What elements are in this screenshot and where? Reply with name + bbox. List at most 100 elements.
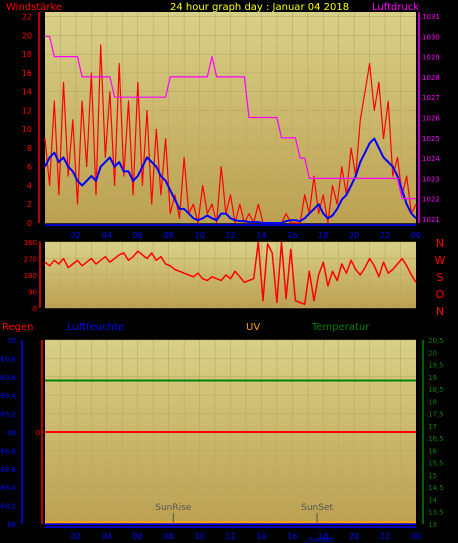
x-tick-label: 14 xyxy=(256,231,266,240)
y-right-tick-label: 1025 xyxy=(422,135,440,143)
x-tick-label: 20 xyxy=(349,231,359,240)
x-tick-label: 10 xyxy=(194,231,204,240)
x-tick-label: 18 xyxy=(318,231,328,240)
x-tick-label: 06 xyxy=(133,231,143,240)
x-tick-label: 02 xyxy=(71,231,81,240)
wind-direction-axes: 0 90 180 270 360 xyxy=(24,239,41,313)
y-left-tick-label: 70 xyxy=(7,337,16,345)
y-right-tick-label: 13,5 xyxy=(428,509,444,517)
y-left-tick-label: 16 xyxy=(22,69,32,78)
x-tick-label: 20 xyxy=(349,532,359,541)
y-left-tick-label: 69,8 xyxy=(0,355,16,363)
x-tick-label: 12 xyxy=(225,231,235,240)
pressure-legend-label: Luftdruck xyxy=(372,2,419,13)
y-right-tick-label: 20 xyxy=(428,349,437,357)
x-tick-label: 02 xyxy=(71,532,81,541)
y-left-tick-label: 4 xyxy=(27,181,32,190)
y-left-tick-label: 12 xyxy=(22,106,32,115)
x-tick-label: 00 xyxy=(411,532,421,541)
y-left-tick-label: 6 xyxy=(27,163,32,172)
compass-label: W xyxy=(435,254,446,267)
y-left-tick-label: 270 xyxy=(24,256,37,264)
y-right-tick-label: 19,5 xyxy=(428,362,444,370)
y-left-tick-label: 69 xyxy=(7,429,16,437)
y-right-tick-label: 19 xyxy=(428,374,437,382)
y-right-tick-label: 14,5 xyxy=(428,484,444,492)
x-tick-label: 06 xyxy=(133,532,143,541)
wind-speed-line xyxy=(44,44,417,224)
y-left-tick-label: 10 xyxy=(22,125,32,134)
y-left-tick-label: 90 xyxy=(28,289,37,297)
y-left-tick-label: 0 xyxy=(27,219,32,228)
x-tick-label: 10 xyxy=(194,532,204,541)
compass-label: O xyxy=(436,288,445,301)
x-tick-label: 22 xyxy=(380,231,390,240)
y-right-tick-label: 1030 xyxy=(422,33,440,41)
x-tick-label: 04 xyxy=(102,231,112,240)
y-left-tick-label: 8 xyxy=(27,144,32,153)
y-left-tick-label: 22 xyxy=(22,13,32,22)
x-tick-label: 14 xyxy=(256,532,266,541)
temperature-legend-label: Temperatur xyxy=(311,322,370,333)
y-right-tick-label: 1026 xyxy=(422,115,440,123)
compass-label: N xyxy=(436,305,444,318)
wind-average-line xyxy=(44,137,417,224)
y-left-tick-label: 14 xyxy=(22,88,32,97)
wind-pressure-series xyxy=(44,35,417,224)
y-right-tick-label: 1029 xyxy=(422,54,440,62)
x-tick-label: 12 xyxy=(225,532,235,541)
y-right-tick-label: 20,5 xyxy=(428,337,444,345)
y-right-tick-label: 1027 xyxy=(422,94,440,102)
sunset-axis-label: SunSet xyxy=(309,536,334,543)
humidity-legend-label: Luftfeuchte xyxy=(67,322,124,333)
x-tick-label: 16 xyxy=(287,532,297,541)
x-tick-label: 18 xyxy=(318,532,328,541)
y-right-tick-label: 16 xyxy=(428,447,437,455)
x-tick-label: 08 xyxy=(164,231,174,240)
y-left-tick-label: 68 xyxy=(7,521,16,529)
y-right-tick-label: 1028 xyxy=(422,74,440,82)
y-left-tick-label: 68,8 xyxy=(0,447,16,455)
wind-pressure-axes: 0246810121416182022102110221023102410251… xyxy=(22,12,440,240)
y-left-tick-label: 2 xyxy=(27,200,32,209)
y-left-tick-label: 20 xyxy=(22,31,32,40)
y-right-tick-label: 15 xyxy=(428,472,437,480)
compass-label: S xyxy=(437,271,444,284)
y-left-tick-label: 18 xyxy=(22,50,32,59)
x-tick-label: 00 xyxy=(411,231,421,240)
y-right-tick-label: 17,5 xyxy=(428,411,444,419)
compass-label: N xyxy=(436,237,444,250)
climate-series: SunRise SunSet SunSet xyxy=(45,379,416,543)
y-left-tick-label: 360 xyxy=(24,239,37,247)
y-right-tick-label: 1021 xyxy=(422,216,440,224)
y-right-tick-label: 14 xyxy=(428,496,437,504)
sunrise-label: SunRise xyxy=(155,503,192,513)
y-right-tick-label: 17 xyxy=(428,423,437,431)
y-left-tick-label: 180 xyxy=(24,272,37,280)
y-right-tick-label: 15,5 xyxy=(428,460,444,468)
y-left-tick-label: 69,4 xyxy=(0,392,16,400)
y-left-tick-label: 69,2 xyxy=(0,411,16,419)
y-left-tick-label: 68,2 xyxy=(0,503,16,511)
pressure-line xyxy=(45,35,416,200)
wind-legend-label: Windstärke xyxy=(6,2,62,13)
rain-tick-label: 0 xyxy=(36,429,40,437)
sunset-label: SunSet xyxy=(301,503,333,513)
y-right-tick-label: 16,5 xyxy=(428,435,444,443)
rain-legend-label: Regen xyxy=(2,322,34,333)
y-right-tick-label: 1023 xyxy=(422,175,440,183)
y-left-tick-label: 68,6 xyxy=(0,466,16,474)
y-right-tick-label: 13 xyxy=(428,521,437,529)
chart-title: 24 hour graph day : Januar 04 2018 xyxy=(170,2,349,13)
uv-legend-label: UV xyxy=(246,322,260,333)
y-left-tick-label: 0 xyxy=(33,305,37,313)
x-tick-label: 08 xyxy=(164,532,174,541)
y-right-tick-label: 18 xyxy=(428,398,437,406)
wind-direction-series xyxy=(44,241,417,306)
x-tick-label: 16 xyxy=(287,231,297,240)
climate-axes: 68 68,2 68,4 68,6 68,8 69 69,2 69,4 69,6 69,8 70 13… xyxy=(0,337,443,541)
y-left-tick-label: 68,4 xyxy=(0,484,16,492)
